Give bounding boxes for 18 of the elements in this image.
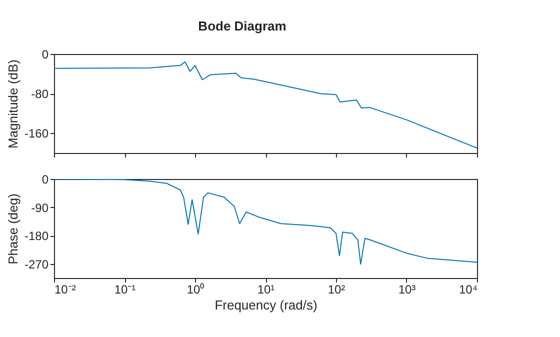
x-tick-label: 10²: [328, 282, 346, 296]
chart-title: Bode Diagram: [198, 18, 286, 34]
x-tick-label: 10⁻¹: [114, 282, 136, 296]
y-axis-title: Magnitude (dB): [5, 60, 20, 148]
y-axis-title: Phase (deg): [5, 194, 20, 264]
x-tick-label: 10⁰: [186, 282, 204, 296]
y-tick-label: 0: [42, 172, 49, 186]
y-tick-label: -180: [24, 229, 49, 244]
y-tick-label: -80: [31, 87, 49, 102]
y-tick-label: -160: [24, 126, 49, 141]
x-tick-label: 10³: [398, 282, 416, 296]
x-tick-label: 10¹: [257, 282, 275, 296]
x-tick-label: 10⁻²: [54, 282, 76, 296]
y-tick-label: -90: [31, 200, 49, 215]
y-tick-label: 0: [42, 48, 49, 62]
x-axis-title: Frequency (rad/s): [214, 298, 318, 312]
x-tick-label: 10⁴: [458, 282, 478, 296]
y-tick-label: -270: [24, 257, 49, 272]
